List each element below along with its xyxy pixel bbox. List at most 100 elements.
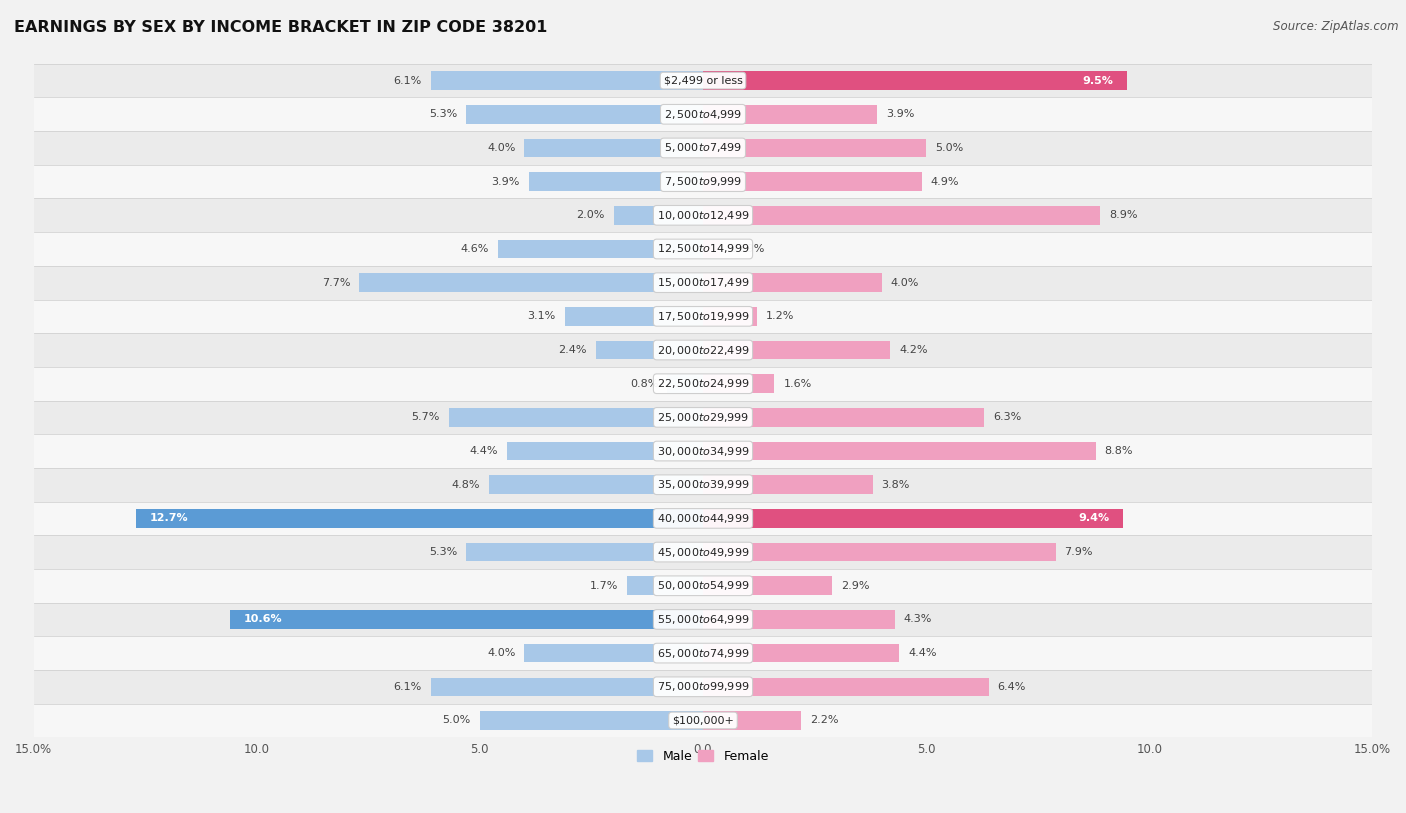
Bar	[34, 198, 1372, 233]
Bar	[360, 273, 703, 292]
Bar	[524, 644, 703, 663]
Bar	[34, 401, 1372, 434]
Text: $22,500 to $24,999: $22,500 to $24,999	[657, 377, 749, 390]
Text: 6.1%: 6.1%	[394, 76, 422, 85]
Text: 3.9%: 3.9%	[886, 109, 914, 120]
Text: 6.1%: 6.1%	[394, 682, 422, 692]
Text: 2.9%: 2.9%	[841, 580, 870, 591]
Bar	[34, 299, 1372, 333]
Text: 2.4%: 2.4%	[558, 345, 586, 355]
Bar	[467, 543, 703, 561]
Text: 4.0%: 4.0%	[488, 143, 516, 153]
Text: 4.9%: 4.9%	[931, 176, 959, 187]
Text: $55,000 to $64,999: $55,000 to $64,999	[657, 613, 749, 626]
Text: 1.6%: 1.6%	[783, 379, 811, 389]
Bar	[703, 711, 801, 730]
Text: $65,000 to $74,999: $65,000 to $74,999	[657, 646, 749, 659]
Bar	[703, 172, 922, 191]
Bar	[703, 240, 720, 259]
Bar	[430, 677, 703, 696]
Text: EARNINGS BY SEX BY INCOME BRACKET IN ZIP CODE 38201: EARNINGS BY SEX BY INCOME BRACKET IN ZIP…	[14, 20, 547, 35]
Bar	[34, 367, 1372, 401]
Bar	[34, 468, 1372, 502]
Bar	[703, 509, 1122, 528]
Bar	[231, 611, 703, 628]
Bar	[34, 165, 1372, 198]
Text: 3.9%: 3.9%	[492, 176, 520, 187]
Bar	[627, 576, 703, 595]
Bar	[703, 341, 890, 359]
Text: 3.1%: 3.1%	[527, 311, 555, 321]
Text: 8.9%: 8.9%	[1109, 211, 1137, 220]
Bar	[449, 408, 703, 427]
Bar	[524, 139, 703, 157]
Text: 9.4%: 9.4%	[1078, 513, 1109, 524]
Bar	[430, 72, 703, 90]
Text: $10,000 to $12,499: $10,000 to $12,499	[657, 209, 749, 222]
Bar	[529, 172, 703, 191]
Text: 3.8%: 3.8%	[882, 480, 910, 489]
Text: $17,500 to $19,999: $17,500 to $19,999	[657, 310, 749, 323]
Text: 4.0%: 4.0%	[488, 648, 516, 658]
Bar	[596, 341, 703, 359]
Text: $100,000+: $100,000+	[672, 715, 734, 725]
Text: 5.3%: 5.3%	[429, 109, 457, 120]
Text: 7.7%: 7.7%	[322, 278, 350, 288]
Bar	[34, 569, 1372, 602]
Text: $75,000 to $99,999: $75,000 to $99,999	[657, 680, 749, 693]
Text: $25,000 to $29,999: $25,000 to $29,999	[657, 411, 749, 424]
Text: $30,000 to $34,999: $30,000 to $34,999	[657, 445, 749, 458]
Bar	[34, 131, 1372, 165]
Bar	[703, 307, 756, 326]
Text: $2,500 to $4,999: $2,500 to $4,999	[664, 108, 742, 121]
Bar	[34, 703, 1372, 737]
Text: 10.6%: 10.6%	[243, 615, 283, 624]
Bar	[703, 273, 882, 292]
Text: 9.5%: 9.5%	[1083, 76, 1114, 85]
Bar	[703, 72, 1128, 90]
Text: 4.0%: 4.0%	[890, 278, 918, 288]
Text: $45,000 to $49,999: $45,000 to $49,999	[657, 546, 749, 559]
Bar	[703, 576, 832, 595]
Text: $50,000 to $54,999: $50,000 to $54,999	[657, 579, 749, 592]
Bar	[668, 375, 703, 393]
Bar	[703, 476, 873, 494]
Bar	[467, 105, 703, 124]
Text: 5.7%: 5.7%	[412, 412, 440, 423]
Text: Source: ZipAtlas.com: Source: ZipAtlas.com	[1274, 20, 1399, 33]
Bar	[34, 535, 1372, 569]
Text: 4.4%: 4.4%	[470, 446, 498, 456]
Text: $15,000 to $17,499: $15,000 to $17,499	[657, 276, 749, 289]
Text: 7.9%: 7.9%	[1064, 547, 1092, 557]
Text: $7,500 to $9,999: $7,500 to $9,999	[664, 175, 742, 188]
Bar	[703, 206, 1101, 224]
Bar	[34, 434, 1372, 468]
Text: 4.6%: 4.6%	[460, 244, 489, 254]
Text: 2.2%: 2.2%	[810, 715, 838, 725]
Bar	[498, 240, 703, 259]
Text: 1.7%: 1.7%	[591, 580, 619, 591]
Text: $35,000 to $39,999: $35,000 to $39,999	[657, 478, 749, 491]
Text: $12,500 to $14,999: $12,500 to $14,999	[657, 242, 749, 255]
Text: 4.2%: 4.2%	[900, 345, 928, 355]
Text: 4.4%: 4.4%	[908, 648, 936, 658]
Text: 0.8%: 0.8%	[630, 379, 658, 389]
Bar	[703, 139, 927, 157]
Text: 0.39%: 0.39%	[730, 244, 765, 254]
Bar	[506, 441, 703, 460]
Bar	[703, 543, 1056, 561]
Text: $40,000 to $44,999: $40,000 to $44,999	[657, 512, 749, 525]
Text: 5.0%: 5.0%	[443, 715, 471, 725]
Bar	[136, 509, 703, 528]
Bar	[34, 98, 1372, 131]
Text: 6.3%: 6.3%	[993, 412, 1021, 423]
Text: 4.8%: 4.8%	[451, 480, 479, 489]
Bar	[34, 670, 1372, 703]
Text: $5,000 to $7,499: $5,000 to $7,499	[664, 141, 742, 154]
Text: 1.2%: 1.2%	[765, 311, 794, 321]
Text: 12.7%: 12.7%	[149, 513, 188, 524]
Bar	[565, 307, 703, 326]
Bar	[614, 206, 703, 224]
Text: $20,000 to $22,499: $20,000 to $22,499	[657, 344, 749, 357]
Bar	[703, 677, 988, 696]
